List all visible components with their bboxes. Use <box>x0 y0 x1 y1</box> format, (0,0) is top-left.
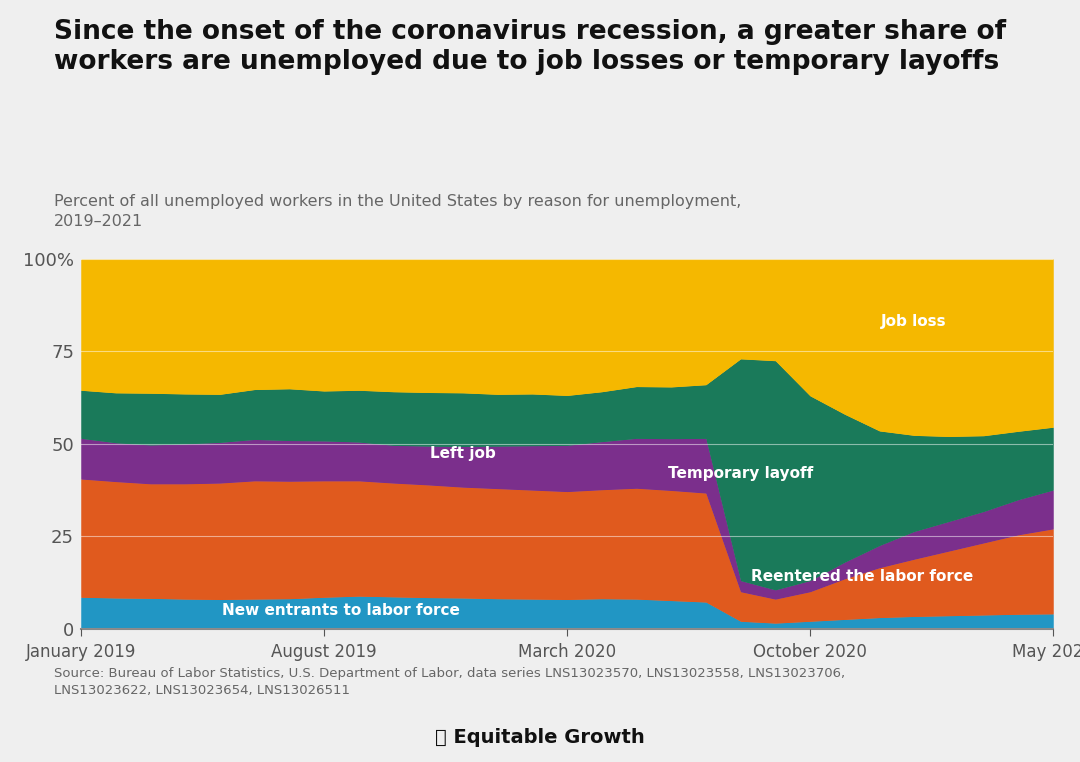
Text: Percent of all unemployed workers in the United States by reason for unemploymen: Percent of all unemployed workers in the… <box>54 194 741 229</box>
Text: 📈 Equitable Growth: 📈 Equitable Growth <box>435 728 645 747</box>
Text: New entrants to labor force: New entrants to labor force <box>222 603 460 618</box>
Text: Job loss: Job loss <box>881 315 947 329</box>
Text: Since the onset of the coronavirus recession, a greater share of
workers are une: Since the onset of the coronavirus reces… <box>54 19 1007 75</box>
Text: Temporary layoff: Temporary layoff <box>667 466 813 481</box>
Text: Source: Bureau of Labor Statistics, U.S. Department of Labor, data series LNS130: Source: Bureau of Labor Statistics, U.S.… <box>54 667 846 697</box>
Text: Reentered the labor force: Reentered the labor force <box>751 569 973 584</box>
Text: Left job: Left job <box>430 446 496 460</box>
